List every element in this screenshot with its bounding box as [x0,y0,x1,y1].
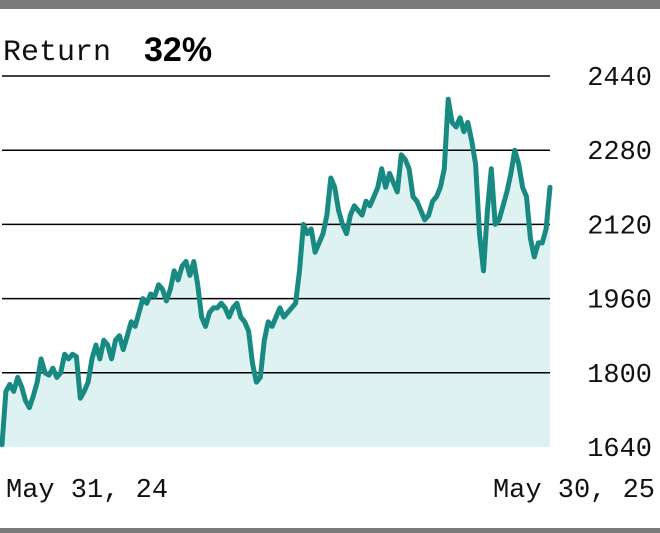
y-tick-label-1960: 1960 [587,287,652,317]
top-frame-bar [0,0,660,9]
y-tick-label-1640: 1640 [587,435,652,465]
y-tick-label-2280: 2280 [587,138,652,168]
title-label: Return [3,36,111,70]
series-line [0,96,553,448]
grid-layer [2,75,550,374]
title-value: 32% [144,31,212,69]
line-layer [0,96,553,448]
x-tick-label-end: May 30, 25 [493,476,655,506]
y-tick-label-1800: 1800 [587,361,652,391]
y-tick-label-2120: 2120 [587,212,652,242]
x-tick-label-start: May 31, 24 [6,476,168,506]
bottom-frame-bar [0,528,660,533]
y-tick-layer: 2440 2280 2120 1960 1800 1640 [587,64,652,465]
y-tick-label-2440: 2440 [587,64,652,94]
area-layer [2,99,550,447]
series-area-fill [2,99,550,447]
